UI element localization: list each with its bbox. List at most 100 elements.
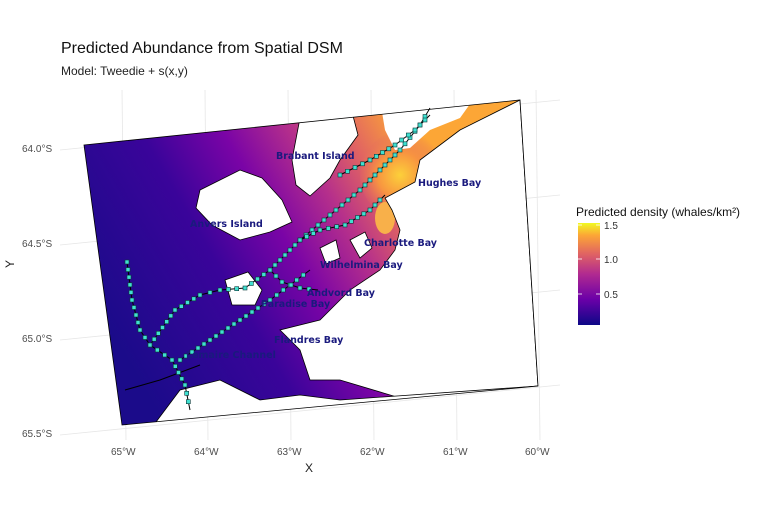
survey-point (392, 142, 398, 148)
survey-point (280, 287, 286, 293)
survey-point (306, 286, 312, 292)
survey-point (277, 257, 283, 263)
label-andvord-bay: Andvord Bay (307, 288, 376, 299)
survey-point (357, 187, 363, 193)
small-island-1 (349, 231, 373, 259)
survey-point (195, 345, 201, 351)
survey-point (169, 357, 175, 363)
survey-point (147, 342, 153, 348)
survey-point (382, 162, 388, 168)
survey-point (231, 321, 237, 327)
survey-point (372, 172, 378, 178)
label-paradise-bay: Paradise Bay (261, 299, 331, 310)
survey-point (372, 202, 378, 208)
survey-point (124, 259, 130, 265)
survey-point (126, 274, 132, 280)
survey-point (168, 313, 174, 319)
survey-point (386, 146, 392, 152)
survey-point (287, 247, 293, 253)
survey-point (155, 347, 160, 353)
survey-point (373, 154, 379, 159)
survey-point (191, 296, 197, 302)
survey-point (387, 157, 393, 163)
survey-point (310, 231, 316, 236)
survey-point (217, 287, 223, 293)
survey-point (380, 150, 385, 155)
survey-point (355, 215, 360, 220)
study-area-border (83, 99, 539, 426)
survey-point (177, 357, 183, 363)
survey-point (417, 122, 423, 128)
x-tick-0: 65°W (111, 447, 136, 458)
legend-tick-0-5: 0.5 (604, 290, 618, 301)
label-hughes-bay: Hughes Bay (418, 178, 482, 189)
survey-point (412, 127, 418, 133)
survey-point (345, 169, 350, 174)
survey-point (255, 276, 260, 282)
survey-point (243, 313, 249, 319)
brabant-island (291, 111, 359, 197)
legend-tick-1-0: 1.0 (604, 255, 618, 266)
survey-point (392, 152, 398, 158)
x-tick-1: 64°W (194, 447, 219, 458)
survey-point (297, 237, 303, 243)
label-wilhelmina-bay: Wilhelmina Bay (320, 260, 403, 271)
mainland (279, 100, 538, 399)
survey-point (179, 303, 184, 309)
survey-point (360, 161, 365, 167)
survey-point (125, 267, 131, 272)
survey-point (234, 286, 239, 292)
survey-point (377, 197, 383, 203)
y-axis: 64.0°S 64.5°S 65.0°S 65.5°S Y (3, 144, 52, 440)
survey-point (183, 353, 189, 359)
survey-point (179, 376, 185, 382)
survey-point (297, 285, 303, 291)
survey-point (405, 132, 411, 138)
survey-point (219, 329, 225, 335)
survey-point (133, 312, 139, 318)
survey-point (279, 279, 285, 285)
survey-point (327, 212, 333, 218)
survey-point (162, 352, 167, 358)
survey-point (186, 399, 191, 405)
survey-point (255, 305, 261, 311)
legend: Predicted density (whales/km²) 1.5 1.0 0… (576, 205, 740, 325)
label-anvers-island: Anvers Island (190, 219, 263, 230)
survey-point (261, 301, 267, 307)
label-brabant-island: Brabant Island (276, 151, 355, 162)
survey-point (300, 272, 306, 278)
survey-point (249, 281, 254, 286)
survey-point (397, 147, 403, 153)
chart-title: Predicted Abundance from Spatial DSM (61, 40, 343, 57)
survey-point (137, 327, 143, 333)
survey-point (367, 207, 373, 213)
survey-point (337, 172, 343, 178)
survey-point (422, 117, 428, 123)
survey-point (129, 297, 135, 303)
x-axis-title: X (305, 461, 313, 475)
survey-point (304, 234, 310, 239)
survey-point (345, 197, 351, 203)
survey-point (131, 305, 137, 310)
survey-point (135, 320, 141, 325)
survey-point (333, 207, 339, 213)
survey-point (261, 272, 267, 277)
label-flandres-bay: Flandres Bay (274, 335, 344, 346)
survey-point (226, 286, 231, 292)
survey-point (367, 157, 373, 163)
survey-point (273, 273, 279, 279)
survey-point (127, 282, 133, 288)
survey-point (225, 325, 231, 331)
legend-title: Predicted density (whales/km²) (576, 205, 740, 219)
x-tick-3: 62°W (360, 447, 385, 458)
x-tick-5: 60°W (525, 447, 550, 458)
survey-point (184, 390, 189, 396)
legend-colorbar (578, 223, 600, 325)
survey-point (325, 226, 331, 231)
label-charlotte-bay: Charlotte Bay (364, 238, 438, 249)
survey-point (207, 290, 213, 295)
survey-point (334, 224, 340, 229)
y-tick-1: 64.5°S (22, 239, 52, 250)
survey-point (151, 336, 157, 342)
survey-point (342, 222, 348, 228)
